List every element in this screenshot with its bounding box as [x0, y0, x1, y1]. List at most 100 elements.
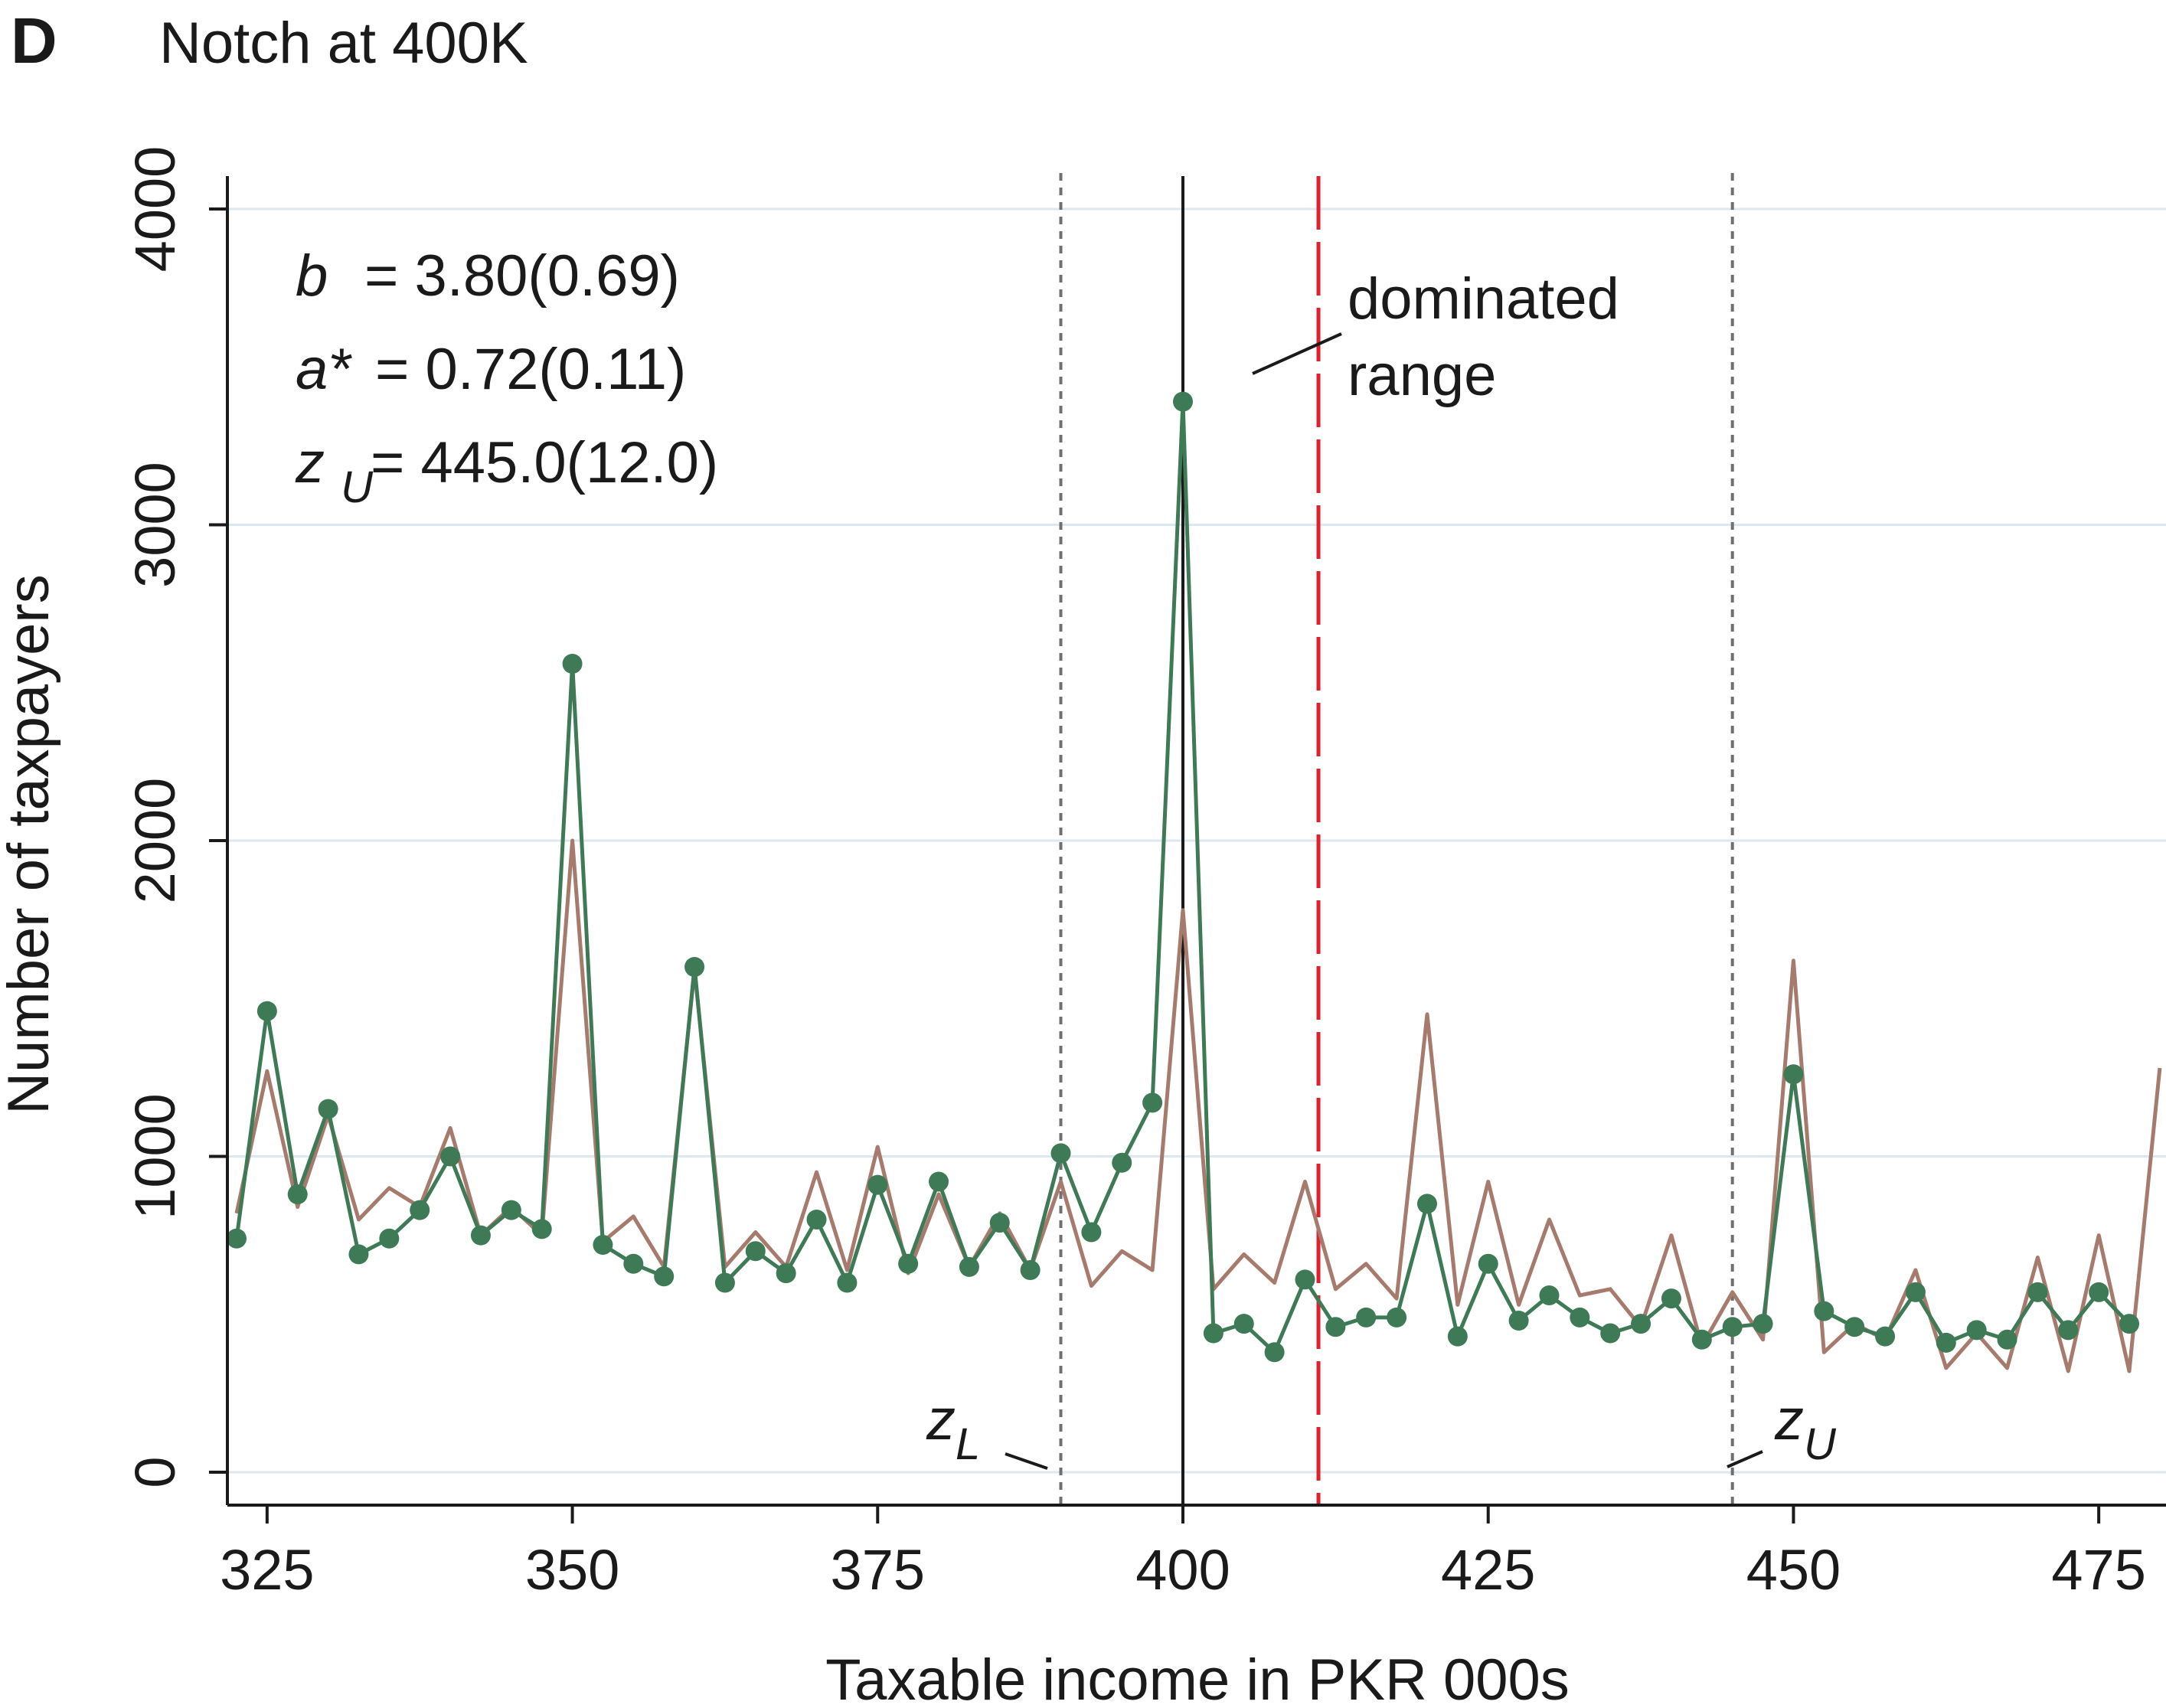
y-tick-label: 2000: [123, 778, 187, 904]
x-tick-label: 400: [1135, 1538, 1230, 1602]
data-point: [806, 1210, 827, 1230]
data-point: [1416, 1194, 1437, 1214]
zu-annotation: zU: [1727, 1387, 1837, 1469]
dominated-pointer: [1252, 332, 1342, 375]
data-point: [348, 1244, 369, 1265]
data-point: [1142, 1092, 1163, 1113]
x-axis-title: Taxable income in PKR 000s: [825, 1648, 1570, 1708]
panel-letter: D: [11, 5, 57, 77]
data-point: [837, 1272, 858, 1293]
stat-a: a* = 0.72(0.11): [296, 337, 686, 402]
zl-annotation: zL: [926, 1387, 1048, 1470]
dominated-label-line2: range: [1348, 343, 1496, 408]
stat-b: b = 3.80(0.69): [296, 243, 680, 309]
stats-block: b = 3.80(0.69) a* = 0.72(0.11) z U = 445…: [295, 243, 718, 515]
data-point: [287, 1184, 308, 1204]
data-point: [1844, 1317, 1865, 1337]
data-point: [1295, 1269, 1315, 1290]
data-point: [1447, 1326, 1468, 1347]
x-tick-label: 375: [831, 1538, 925, 1602]
data-point: [776, 1263, 796, 1284]
y-ticks: 0 1000 2000 3000 4000: [123, 146, 227, 1488]
stat-zu-symbol: z: [295, 430, 325, 495]
data-point: [1325, 1317, 1346, 1337]
stat-zu: z U = 445.0(12.0): [295, 430, 718, 515]
data-point: [1570, 1307, 1590, 1328]
x-tick-label: 450: [1746, 1538, 1841, 1602]
data-point: [1478, 1253, 1498, 1274]
x-tick-label: 325: [220, 1538, 314, 1602]
panel-title: Notch at 400K: [159, 11, 528, 76]
data-point: [2119, 1314, 2140, 1334]
stat-a-value: = 0.72(0.11): [375, 337, 686, 402]
y-tick-label: 0: [123, 1456, 187, 1488]
x-tick-label: 475: [2051, 1538, 2145, 1602]
data-point: [318, 1099, 338, 1119]
data-point: [1081, 1222, 1102, 1243]
stat-zu-value: = 445.0(12.0): [371, 430, 718, 495]
data-point: [1661, 1288, 1681, 1309]
data-point: [1387, 1307, 1407, 1328]
data-point: [1691, 1329, 1712, 1350]
data-point: [989, 1213, 1010, 1233]
data-point: [531, 1219, 552, 1239]
data-point: [1508, 1311, 1529, 1331]
x-ticks: 325 350 375 400 425 450 475: [220, 1505, 2146, 1602]
data-point: [867, 1174, 888, 1195]
data-point: [1875, 1326, 1896, 1347]
dominated-range-annotation: dominated range: [1252, 266, 1619, 408]
dominated-label-line1: dominated: [1348, 266, 1619, 331]
data-point: [470, 1225, 491, 1246]
data-point: [1997, 1329, 2017, 1350]
data-point: [684, 957, 705, 977]
data-point: [256, 1001, 277, 1021]
data-point: [2058, 1320, 2079, 1341]
data-point: [1966, 1320, 1987, 1341]
data-point: [440, 1146, 461, 1167]
data-point: [898, 1253, 919, 1274]
data-point: [501, 1200, 521, 1220]
y-axis-title: Number of taxpayers: [0, 574, 61, 1114]
stat-zu-subscript: U: [341, 462, 374, 512]
stat-b-value: = 3.80(0.69): [364, 243, 680, 309]
data-point: [1539, 1285, 1560, 1305]
x-tick-label: 350: [525, 1538, 619, 1602]
data-point: [2027, 1282, 2048, 1302]
data-point: [745, 1241, 766, 1262]
data-point: [1264, 1342, 1285, 1363]
data-point: [1783, 1064, 1804, 1085]
data-point: [1020, 1260, 1041, 1280]
data-point: [1173, 391, 1193, 412]
zu-pointer: [1727, 1450, 1763, 1468]
data-point: [379, 1228, 400, 1249]
y-tick-label: 4000: [123, 146, 187, 273]
data-point: [1203, 1323, 1223, 1344]
data-point: [1050, 1143, 1071, 1164]
data-point: [1356, 1307, 1377, 1328]
data-point: [1722, 1317, 1743, 1337]
zu-label: zU: [1774, 1387, 1837, 1469]
data-point: [1936, 1332, 1956, 1353]
data-point: [623, 1253, 644, 1274]
data-point: [654, 1266, 675, 1287]
data-point: [226, 1228, 247, 1249]
series-counterfactual-line: [234, 838, 2162, 1373]
y-tick-label: 1000: [123, 1093, 187, 1220]
data-point: [562, 654, 583, 674]
data-point: [1233, 1314, 1254, 1334]
data-point: [2089, 1282, 2109, 1302]
data-point: [1905, 1282, 1926, 1302]
data-point: [1112, 1152, 1132, 1173]
zl-label: zL: [926, 1387, 980, 1469]
zl-pointer: [1005, 1452, 1048, 1470]
data-point: [1631, 1314, 1651, 1334]
data-point: [1814, 1301, 1834, 1321]
x-tick-label: 425: [1441, 1538, 1535, 1602]
data-point: [1753, 1314, 1773, 1334]
stat-b-symbol: b: [296, 243, 328, 309]
data-point: [410, 1200, 430, 1220]
data-point: [593, 1235, 613, 1255]
stat-a-symbol: a*: [296, 337, 352, 402]
y-tick-label: 3000: [123, 462, 187, 588]
